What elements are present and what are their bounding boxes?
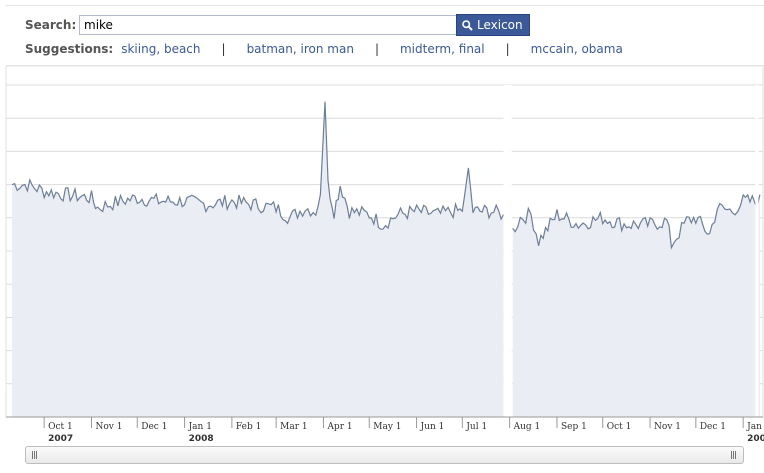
search-label: Search: <box>25 18 77 32</box>
search-icon <box>462 19 473 31</box>
x-tick-label: Oct 1 <box>607 422 632 432</box>
lexicon-button[interactable]: Lexicon <box>456 14 530 36</box>
x-tick-label: Nov 1 <box>654 422 681 432</box>
timeline-scrollbar[interactable] <box>25 446 744 464</box>
suggestions-row: Suggestions: skiing, beach | batman, iro… <box>25 41 623 57</box>
data-gap <box>755 85 759 417</box>
suggestion-link[interactable]: mccain, obama <box>530 42 623 56</box>
series-area <box>12 101 504 417</box>
data-gap <box>503 85 510 417</box>
x-tick-label: Feb 1 <box>236 422 261 432</box>
scroll-grip-right[interactable] <box>731 451 737 459</box>
series-area <box>512 194 760 417</box>
top-border <box>6 5 764 6</box>
scroll-grip-left[interactable] <box>32 451 38 459</box>
search-input[interactable] <box>79 15 457 35</box>
suggestion-separator: | <box>505 42 510 56</box>
suggestion-separator: | <box>374 42 379 56</box>
x-tick-label: Aug 1 <box>513 422 541 432</box>
x-year-label: 2007 <box>48 434 73 444</box>
x-tick-label: May 1 <box>373 422 401 432</box>
x-tick-label: Sep 1 <box>561 422 587 432</box>
suggestion-link[interactable]: batman, iron man <box>246 42 354 56</box>
x-year-label: 2008 <box>189 434 214 444</box>
series-line <box>11 101 505 230</box>
x-tick-label: Jun 1 <box>420 422 445 432</box>
suggestion-link[interactable]: midterm, final <box>399 42 485 56</box>
x-tick-label: Nov 1 <box>95 422 122 432</box>
suggestion-separator: | <box>221 42 226 56</box>
x-tick-label: Oct 1 <box>48 422 73 432</box>
x-year-label: 2009 <box>747 434 764 444</box>
x-tick-label: Dec 1 <box>141 422 167 432</box>
x-tick-label: Jan 1 <box>746 422 764 432</box>
x-tick-label: Jul 1 <box>465 422 487 432</box>
frequency-chart[interactable]: Oct 1 2007 Nov 1 Dec 1 Jan 1 2008 Feb 1 Mar 1 Ap… <box>0 66 764 444</box>
lexicon-button-label: Lexicon <box>477 18 523 32</box>
search-row: Search: Lexicon <box>25 14 530 36</box>
x-tick-label: Dec 1 <box>700 422 726 432</box>
x-tick-label: Mar 1 <box>280 422 307 432</box>
series-line <box>512 193 761 250</box>
data-gap <box>509 85 512 417</box>
x-tick-label: Jan 1 <box>188 422 212 432</box>
suggestion-link[interactable]: skiing, beach <box>121 42 201 56</box>
suggestions-label: Suggestions: <box>25 42 114 56</box>
x-tick-label: Apr 1 <box>326 422 352 432</box>
